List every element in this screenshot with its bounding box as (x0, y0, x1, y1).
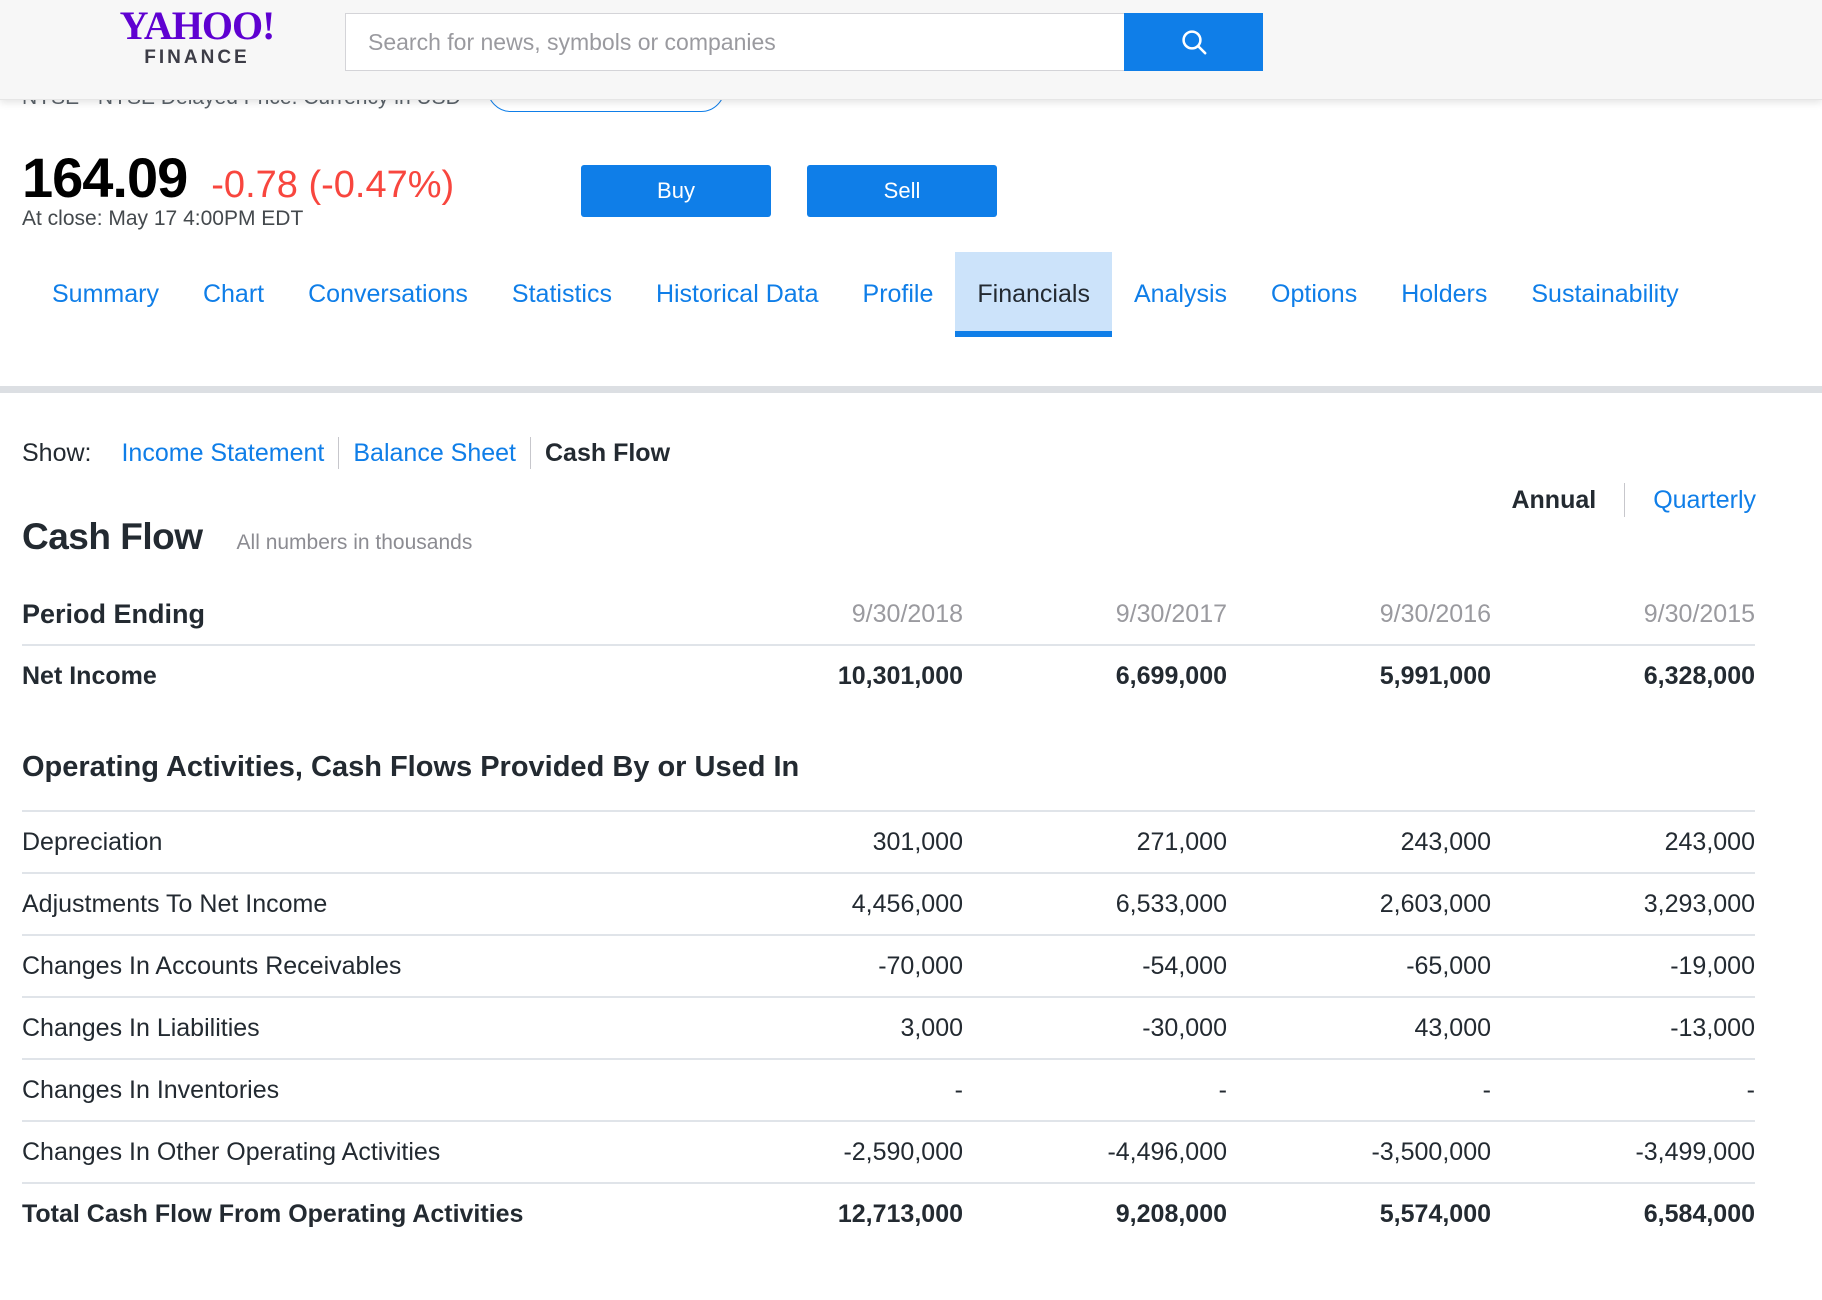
period-quarterly-option[interactable]: Quarterly (1653, 485, 1756, 514)
table-row: Changes In Inventories - - - - (22, 1058, 1755, 1121)
nav-tab-summary[interactable]: Summary (52, 280, 159, 308)
table-cell-value: 2,603,000 (1227, 872, 1491, 935)
table-cell-value: 4,456,000 (699, 872, 963, 935)
row-label: Depreciation (22, 810, 699, 873)
table-row: Adjustments To Net Income 4,456,000 6,533,… (22, 872, 1755, 935)
table-row: Net Income 10,301,000 6,699,000 5,991,000 6,… (22, 644, 1755, 707)
quote-close-time: At close: May 17 4:00PM EDT (22, 207, 304, 230)
table-cell-value: 12,713,000 (699, 1182, 963, 1245)
table-cell-value: 43,000 (1227, 996, 1491, 1059)
nav-tab-financials[interactable]: Financials (955, 252, 1112, 337)
table-row: Changes In Liabilities 3,000 -30,000 43,000… (22, 996, 1755, 1059)
nav-tab-analysis[interactable]: Analysis (1133, 280, 1228, 308)
row-label: Changes In Liabilities (22, 996, 699, 1059)
period-annual-option[interactable]: Annual (1511, 485, 1597, 514)
table-header-row: Period Ending 9/30/2018 9/30/2017 9/30/2016… (22, 585, 1755, 645)
table-row-total: Total Cash Flow From Operating Activitie… (22, 1182, 1755, 1245)
table-cell-value: - (963, 1058, 1227, 1121)
period-ending-label: Period Ending (22, 599, 206, 629)
nav-tab-statistics[interactable]: Statistics (511, 280, 612, 308)
table-cell-value: 9/30/2016 (1379, 600, 1491, 628)
table-cell-value: 10,301,000 (699, 644, 963, 707)
search-icon (1181, 30, 1206, 55)
table-cell-value: 9/30/2015 (1643, 600, 1755, 628)
table-cell-value: 9/30/2018 (851, 600, 963, 628)
finance-wordmark: FINANCE (144, 47, 250, 68)
nav-tab-holders[interactable]: Holders (1401, 280, 1488, 308)
table-cell-value: -65,000 (1227, 934, 1491, 997)
table-cell-value: 6,584,000 (1491, 1182, 1755, 1245)
row-label: Net Income (22, 644, 699, 707)
search-button[interactable] (1124, 13, 1263, 71)
divider (1624, 483, 1626, 517)
table-cell-value: 9,208,000 (963, 1182, 1227, 1245)
table-row: Changes In Other Operating Activities -2,… (22, 1120, 1755, 1183)
table-cell-value: -2,590,000 (699, 1120, 963, 1183)
table-row: Changes In Accounts Receivables -70,000 -5… (22, 934, 1755, 997)
table-cell-value: -30,000 (963, 996, 1227, 1059)
divider (338, 437, 340, 469)
yahoo-wordmark: YAHOO! (119, 3, 276, 48)
nav-tab-historical-data[interactable]: Historical Data (655, 280, 819, 308)
nav-tab-sustainability[interactable]: Sustainability (1531, 280, 1679, 308)
row-label: Total Cash Flow From Operating Activitie… (22, 1182, 699, 1245)
row-label: Changes In Accounts Receivables (22, 934, 699, 997)
search-bar (345, 13, 1263, 71)
table-cell-value: - (699, 1058, 963, 1121)
show-label: Show: (22, 438, 92, 467)
row-label: Adjustments To Net Income (22, 872, 699, 935)
buy-button[interactable]: Buy (581, 165, 771, 217)
quote-price-row: 164.09 -0.78 (-0.47%) (22, 145, 454, 210)
divider (530, 437, 531, 469)
table-cell-value: 301,000 (699, 810, 963, 873)
section-title: Operating Activities, Cash Flows Provide… (22, 751, 800, 783)
table-cell-value: - (1227, 1058, 1491, 1121)
nav-tab-conversations[interactable]: Conversations (308, 280, 468, 308)
table-cell-value: -3,500,000 (1227, 1120, 1491, 1183)
table-cell-value: -19,000 (1491, 934, 1755, 997)
quote-price: 164.09 (22, 146, 188, 209)
units-note: All numbers in thousands (236, 531, 473, 554)
page-title: Cash Flow (22, 516, 203, 557)
sell-button[interactable]: Sell (807, 165, 997, 217)
site-header: YAHOO! FINANCE (0, 0, 1822, 100)
nav-tab-chart[interactable]: Chart (202, 280, 265, 308)
table-row: Depreciation 301,000 271,000 243,000 243,000 (22, 810, 1755, 873)
period-toggle: Annual Quarterly (1511, 483, 1756, 517)
table-cell-value: -4,496,000 (963, 1120, 1227, 1183)
statement-title-row: Cash Flow All numbers in thousands (22, 516, 472, 558)
table-cell-value: -13,000 (1491, 996, 1755, 1059)
main-nav-tabs: Summary Chart Conversations Statistics Histo… (0, 252, 1822, 337)
trade-buttons: Buy Sell (581, 165, 997, 217)
show-income-statement-link[interactable]: Income Statement (121, 438, 325, 467)
table-cell-value: -54,000 (963, 934, 1227, 997)
table-cell-value: 6,533,000 (963, 872, 1227, 935)
table-cell-value: 6,699,000 (963, 644, 1227, 707)
statement-selector: Show: Income Statement Balance Sheet Cas… (22, 437, 684, 469)
table-cell-value: -70,000 (699, 934, 963, 997)
table-cell-value: - (1491, 1058, 1755, 1121)
table-cell-value: 243,000 (1227, 810, 1491, 873)
nav-tab-options[interactable]: Options (1271, 280, 1358, 308)
row-label: Changes In Other Operating Activities (22, 1120, 699, 1183)
table-cell-value: 5,991,000 (1227, 644, 1491, 707)
table-cell-value: -3,499,000 (1491, 1120, 1755, 1183)
quote-change: -0.78 (-0.47%) (211, 164, 455, 206)
show-cash-flow-current[interactable]: Cash Flow (545, 438, 671, 467)
table-section-header: Operating Activities, Cash Flows Provide… (22, 707, 1755, 811)
yahoo-finance-logo[interactable]: YAHOO! FINANCE (92, 3, 302, 68)
table-cell-value: 3,000 (699, 996, 963, 1059)
table-cell-value: 9/30/2017 (1115, 600, 1227, 628)
table-cell-value: 3,293,000 (1491, 872, 1755, 935)
nav-tab-profile[interactable]: Profile (862, 280, 934, 308)
table-cell-value: 243,000 (1491, 810, 1755, 873)
row-label: Changes In Inventories (22, 1058, 699, 1121)
table-cell-value: 271,000 (963, 810, 1227, 873)
table-cell-value: 6,328,000 (1491, 644, 1755, 707)
search-input[interactable] (345, 13, 1124, 71)
show-balance-sheet-link[interactable]: Balance Sheet (353, 438, 516, 467)
nav-underline (0, 386, 1822, 393)
cash-flow-table: Period Ending 9/30/2018 9/30/2017 9/30/2016… (22, 585, 1755, 1245)
table-cell-value: 5,574,000 (1227, 1182, 1491, 1245)
